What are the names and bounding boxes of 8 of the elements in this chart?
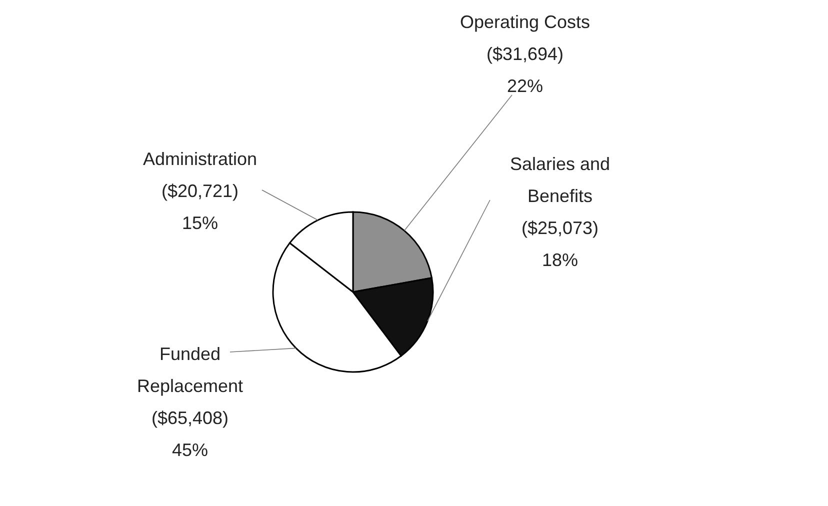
data-label: ($65,408) 45%	[151, 408, 229, 460]
slice-label: Salaries and Benefits	[510, 154, 610, 206]
slice-label: Operating Costs	[460, 12, 590, 32]
slice-label: Funded Replacement	[136, 344, 244, 396]
data-label: ($25,073) 18%	[521, 218, 599, 270]
data-label: ($31,694) 22%	[486, 44, 564, 96]
slice-label: Administration	[142, 149, 258, 169]
data-label: ($20,721) 15%	[161, 181, 239, 233]
